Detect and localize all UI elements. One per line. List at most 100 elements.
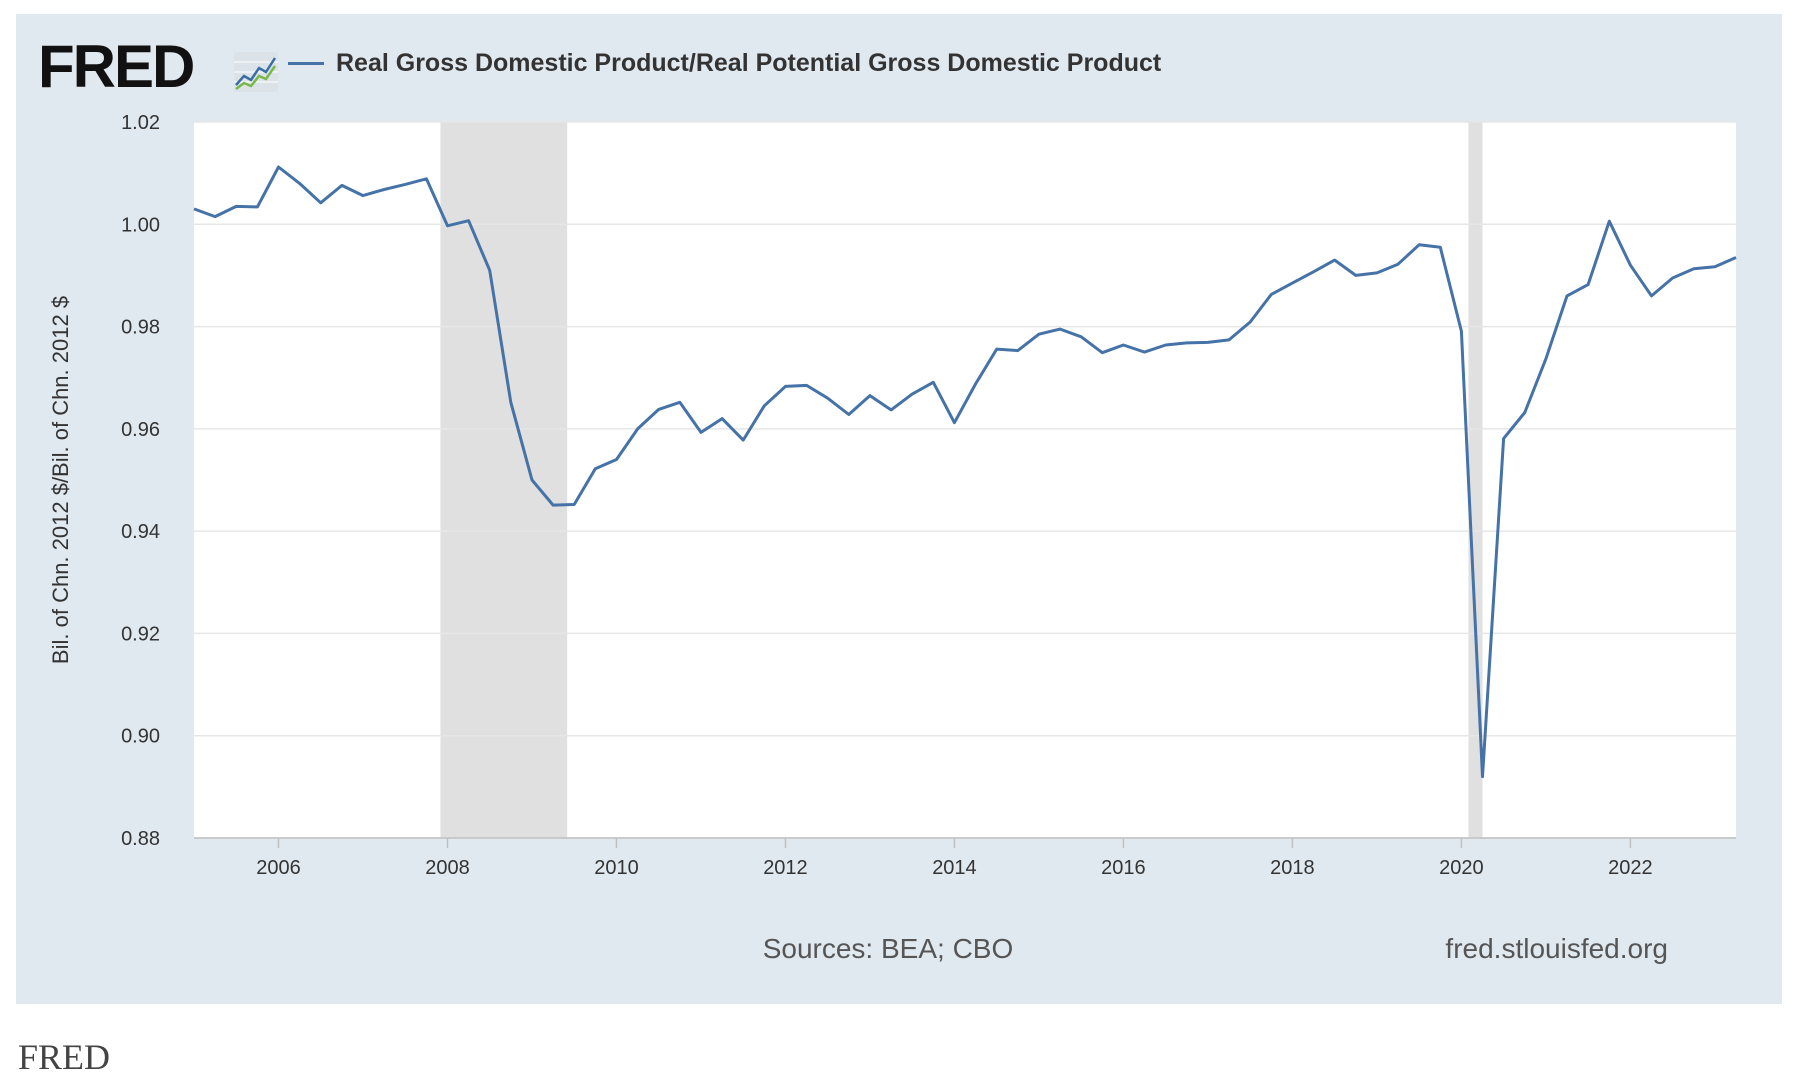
data-point[interactable] bbox=[464, 216, 474, 226]
data-point[interactable] bbox=[844, 410, 854, 420]
data-point[interactable] bbox=[865, 391, 875, 401]
data-point[interactable] bbox=[231, 201, 241, 211]
data-point[interactable] bbox=[928, 377, 938, 387]
y-tick-label: 0.88 bbox=[121, 828, 160, 850]
y-tick-label: 0.92 bbox=[121, 623, 160, 645]
x-tick-label: 2022 bbox=[1608, 857, 1653, 879]
data-point[interactable] bbox=[569, 500, 579, 510]
data-point[interactable] bbox=[527, 475, 537, 485]
x-tick-label: 2020 bbox=[1439, 857, 1484, 879]
data-point[interactable] bbox=[654, 404, 664, 414]
data-point[interactable] bbox=[442, 221, 452, 231]
plot-area bbox=[194, 122, 1736, 838]
data-point[interactable] bbox=[823, 393, 833, 403]
data-point[interactable] bbox=[1140, 347, 1150, 357]
data-point[interactable] bbox=[780, 381, 790, 391]
data-point[interactable] bbox=[1372, 268, 1382, 278]
data-point[interactable] bbox=[1245, 317, 1255, 327]
data-point[interactable] bbox=[633, 424, 643, 434]
data-point[interactable] bbox=[421, 174, 431, 184]
y-tick-label: 0.96 bbox=[121, 419, 160, 441]
data-point[interactable] bbox=[1625, 260, 1635, 270]
data-point[interactable] bbox=[992, 344, 1002, 354]
data-point[interactable] bbox=[379, 185, 389, 195]
data-point[interactable] bbox=[1710, 262, 1720, 272]
series-line[interactable] bbox=[193, 165, 1737, 779]
data-point[interactable] bbox=[295, 178, 305, 188]
recession-band bbox=[440, 122, 568, 838]
y-tick-label: 1.00 bbox=[121, 214, 160, 236]
data-point[interactable] bbox=[1266, 289, 1276, 299]
data-point[interactable] bbox=[590, 464, 600, 474]
data-point[interactable] bbox=[506, 397, 516, 407]
data-point[interactable] bbox=[696, 427, 706, 437]
fred-logo[interactable]: FRED bbox=[38, 32, 278, 102]
data-point[interactable] bbox=[1562, 291, 1572, 301]
fred-trend-line-icon bbox=[234, 52, 278, 92]
data-point[interactable] bbox=[949, 418, 959, 428]
data-point[interactable] bbox=[1731, 253, 1741, 263]
x-tick-label: 2008 bbox=[425, 857, 470, 879]
data-point[interactable] bbox=[273, 162, 283, 172]
y-axis-label: Bil. of Chn. 2012 $/Bil. of Chn. 2012 $ bbox=[48, 296, 73, 664]
data-point[interactable] bbox=[189, 204, 199, 214]
data-point[interactable] bbox=[802, 380, 812, 390]
data-point[interactable] bbox=[675, 397, 685, 407]
data-point[interactable] bbox=[337, 180, 347, 190]
data-point[interactable] bbox=[1520, 407, 1530, 417]
data-point[interactable] bbox=[1203, 337, 1213, 347]
y-tick-label: 0.98 bbox=[121, 317, 160, 339]
chart-legend[interactable]: Real Gross Domestic Product/Real Potenti… bbox=[288, 48, 1161, 78]
data-point[interactable] bbox=[1097, 348, 1107, 358]
data-point[interactable] bbox=[1647, 291, 1657, 301]
data-point[interactable] bbox=[1435, 242, 1445, 252]
data-point[interactable] bbox=[1499, 434, 1509, 444]
data-point[interactable] bbox=[1604, 216, 1614, 226]
y-tick-label: 0.94 bbox=[121, 521, 160, 543]
data-point[interactable] bbox=[971, 379, 981, 389]
data-point[interactable] bbox=[316, 198, 326, 208]
data-point[interactable] bbox=[717, 414, 727, 424]
data-point[interactable] bbox=[1287, 278, 1297, 288]
data-point[interactable] bbox=[1309, 267, 1319, 277]
data-point[interactable] bbox=[1351, 270, 1361, 280]
data-point[interactable] bbox=[358, 191, 368, 201]
data-point[interactable] bbox=[1118, 340, 1128, 350]
data-point[interactable] bbox=[1689, 264, 1699, 274]
data-point[interactable] bbox=[1161, 340, 1171, 350]
data-point[interactable] bbox=[1013, 346, 1023, 356]
data-point[interactable] bbox=[611, 455, 621, 465]
data-point[interactable] bbox=[1583, 280, 1593, 290]
x-tick-label: 2006 bbox=[256, 857, 301, 879]
site-link[interactable]: fred.stlouisfed.org bbox=[1445, 933, 1668, 964]
data-point[interactable] bbox=[210, 212, 220, 222]
data-point[interactable] bbox=[1414, 240, 1424, 250]
legend-series-swatch bbox=[288, 61, 324, 65]
data-point[interactable] bbox=[886, 405, 896, 415]
data-point[interactable] bbox=[1055, 324, 1065, 334]
data-point[interactable] bbox=[738, 435, 748, 445]
data-point[interactable] bbox=[252, 202, 262, 212]
y-tick-label: 1.02 bbox=[121, 112, 160, 134]
data-point[interactable] bbox=[907, 389, 917, 399]
data-point[interactable] bbox=[1034, 329, 1044, 339]
data-point[interactable] bbox=[759, 401, 769, 411]
data-point[interactable] bbox=[400, 179, 410, 189]
data-point[interactable] bbox=[1668, 273, 1678, 283]
recession-band bbox=[1468, 122, 1483, 838]
y-tick-label: 0.90 bbox=[121, 726, 160, 748]
data-point[interactable] bbox=[1478, 772, 1488, 782]
data-point[interactable] bbox=[1541, 354, 1551, 364]
data-point[interactable] bbox=[1182, 338, 1192, 348]
x-tick-label: 2016 bbox=[1101, 857, 1146, 879]
data-point[interactable] bbox=[1456, 326, 1466, 336]
legend-series-label: Real Gross Domestic Product/Real Potenti… bbox=[336, 48, 1162, 77]
data-point[interactable] bbox=[485, 265, 495, 275]
footer-label: FRED bbox=[18, 1037, 111, 1077]
data-point[interactable] bbox=[1224, 335, 1234, 345]
data-point[interactable] bbox=[1393, 259, 1403, 269]
data-point[interactable] bbox=[548, 500, 558, 510]
data-point[interactable] bbox=[1076, 332, 1086, 342]
data-point[interactable] bbox=[1330, 255, 1340, 265]
